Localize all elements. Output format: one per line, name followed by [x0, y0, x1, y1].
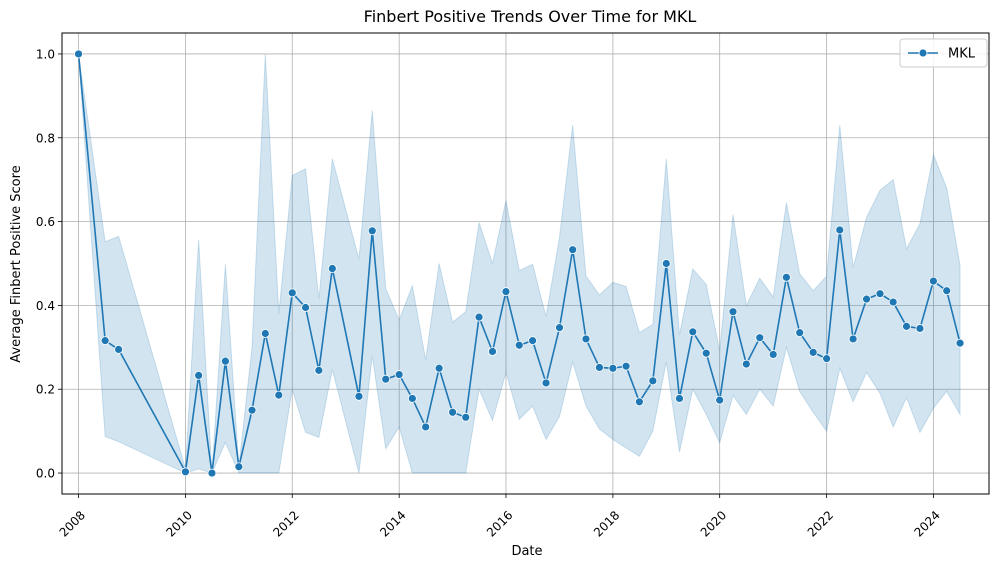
x-tick-label: 2020 — [698, 508, 729, 539]
data-point — [581, 334, 591, 344]
confidence-band — [78, 53, 961, 474]
chart-title: Finbert Positive Trends Over Time for MK… — [364, 7, 697, 26]
x-axis-ticks: 2008 2010 2012 2014 2016 2018 2020 2022 2024 — [57, 494, 943, 540]
data-point — [247, 405, 257, 415]
series-points-layer — [74, 49, 965, 478]
data-point — [367, 226, 377, 236]
data-point — [314, 365, 324, 375]
data-point — [501, 287, 511, 296]
data-point — [915, 324, 925, 333]
data-point — [955, 338, 965, 348]
data-point — [461, 412, 471, 422]
data-point — [848, 334, 858, 344]
data-point — [394, 370, 404, 379]
data-point — [728, 307, 738, 317]
data-point — [822, 354, 832, 364]
data-point — [568, 245, 578, 255]
data-point — [448, 407, 457, 417]
data-point — [274, 390, 284, 400]
legend-marker-swatch — [918, 48, 928, 58]
confidence-band-layer — [78, 53, 961, 474]
data-point — [514, 340, 524, 350]
x-tick-label: 2008 — [57, 508, 88, 539]
legend: MKL — [899, 38, 988, 68]
y-tick-label: 0.6 — [36, 215, 55, 229]
plot-frame — [61, 32, 990, 495]
data-point — [782, 272, 791, 282]
data-point — [621, 361, 631, 371]
x-tick-label: 2016 — [484, 508, 515, 539]
data-point — [74, 49, 83, 59]
data-point — [701, 348, 711, 358]
data-point — [301, 303, 310, 312]
data-point — [100, 336, 110, 346]
data-point — [888, 297, 898, 307]
data-point — [194, 370, 204, 380]
data-point — [875, 289, 885, 299]
data-point — [608, 363, 618, 373]
data-point — [354, 391, 364, 401]
data-point — [648, 376, 658, 386]
legend-box — [899, 38, 988, 68]
data-point — [688, 327, 698, 337]
y-tick-label: 0.0 — [36, 467, 55, 481]
data-point — [381, 374, 391, 384]
data-point — [260, 329, 270, 338]
x-tick-label: 2022 — [805, 508, 836, 539]
data-point — [220, 356, 230, 366]
y-tick-label: 0.2 — [36, 383, 55, 397]
data-point — [768, 350, 778, 359]
grid — [62, 33, 989, 494]
x-tick-label: 2010 — [163, 508, 194, 539]
data-point — [234, 462, 244, 472]
data-point — [755, 333, 765, 343]
data-point — [541, 378, 551, 388]
data-point — [287, 288, 297, 298]
data-point — [902, 321, 911, 331]
data-point — [555, 323, 564, 333]
data-point — [114, 345, 124, 354]
data-point — [327, 264, 337, 273]
y-tick-label: 0.4 — [36, 299, 55, 313]
y-axis-label: Average Finbert Positive Score — [9, 165, 24, 362]
data-point — [942, 286, 952, 296]
data-point — [808, 347, 818, 357]
data-point — [795, 328, 805, 338]
data-point — [595, 363, 604, 372]
legend-label-mkl: MKL — [948, 47, 976, 62]
data-point — [929, 276, 938, 286]
data-point — [474, 312, 484, 322]
x-tick-label: 2014 — [377, 508, 408, 539]
data-point — [675, 394, 684, 403]
data-point — [715, 395, 725, 405]
data-point — [835, 225, 845, 235]
x-tick-label: 2024 — [911, 508, 942, 539]
data-point — [407, 394, 417, 403]
data-point — [181, 467, 190, 477]
data-point — [421, 422, 431, 432]
y-tick-label: 0.8 — [36, 131, 55, 145]
x-tick-label: 2012 — [270, 508, 301, 539]
data-point — [207, 468, 217, 478]
y-axis-ticks: 0.0 0.2 0.4 0.6 0.8 1.0 — [36, 47, 62, 481]
data-point — [528, 336, 537, 346]
data-point — [741, 359, 751, 369]
y-tick-label: 1.0 — [36, 47, 55, 61]
data-point — [434, 363, 444, 373]
data-point — [488, 347, 497, 356]
data-point — [661, 259, 671, 268]
x-tick-label: 2018 — [591, 508, 622, 539]
data-point — [862, 294, 871, 304]
data-point — [634, 397, 644, 407]
x-axis-label: Date — [511, 544, 542, 559]
